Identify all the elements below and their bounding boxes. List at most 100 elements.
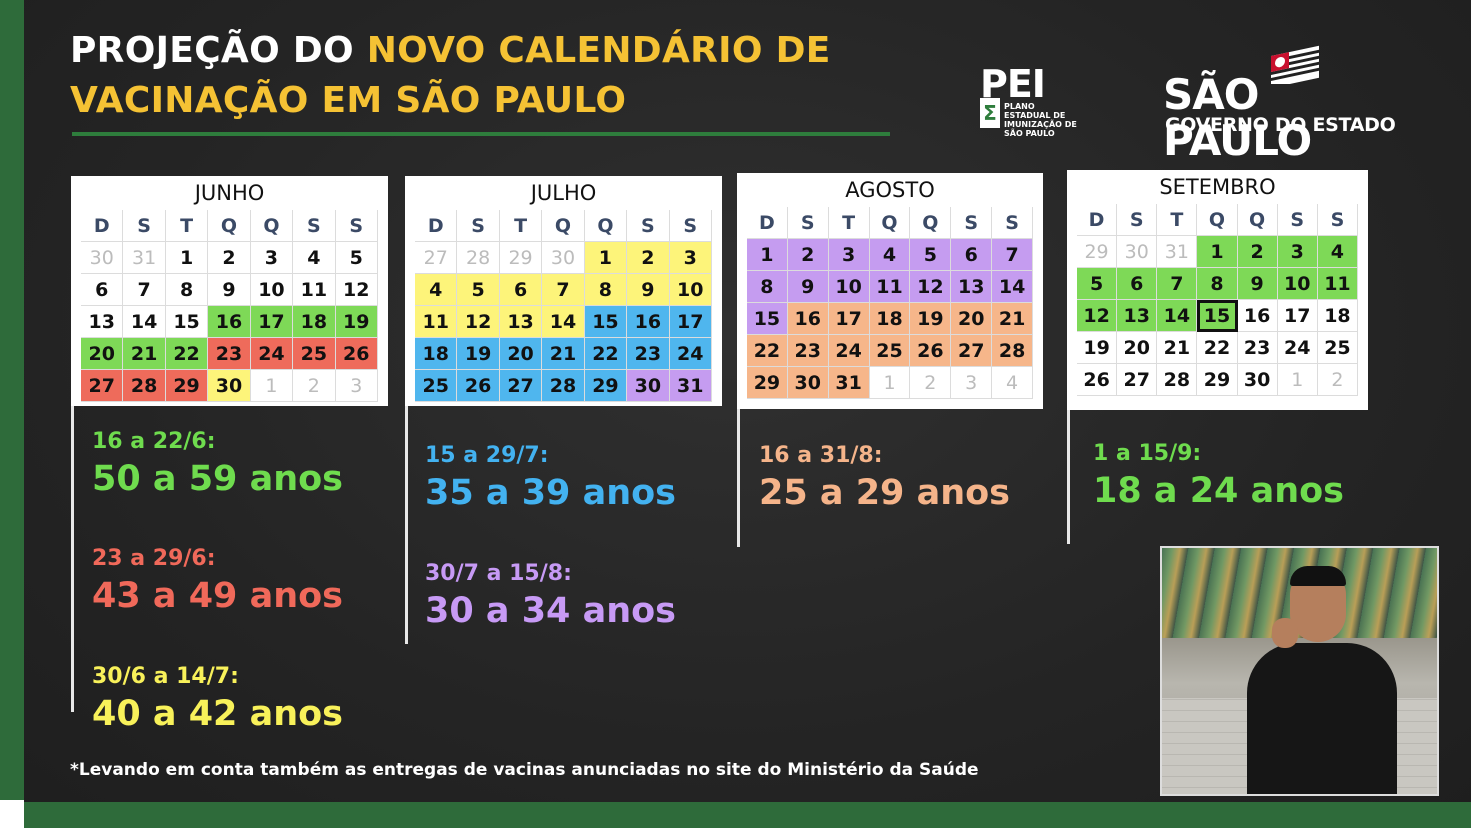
calendar-day: 18 bbox=[869, 303, 911, 335]
calendar-day: 11 bbox=[869, 271, 911, 303]
calendar-day: 8 bbox=[584, 274, 628, 306]
weekday-header: D bbox=[81, 210, 124, 242]
calendar-day: 21 bbox=[992, 303, 1033, 335]
calendar-day: 14 bbox=[123, 306, 166, 338]
calendar-grid: D S T Q Q S S 1 2 3 4 5 6 7 8 9 10 11 12 13 14 15 16 17 18 19 20 21… bbox=[747, 207, 1033, 399]
group-dates: 30/6 a 14/7: bbox=[92, 664, 239, 689]
weekday-header: S bbox=[293, 210, 336, 242]
calendar-day: 19 bbox=[1077, 332, 1118, 364]
calendar-day: 5 bbox=[1077, 268, 1118, 300]
page-title: PROJEÇÃO DO NOVO CALENDÁRIO DE VACINAÇÃO… bbox=[70, 26, 890, 126]
weekday-header: S bbox=[457, 210, 500, 242]
age-group-25-29: 16 a 31/8: 25 a 29 anos bbox=[759, 441, 1010, 515]
weekday-header: Q bbox=[542, 210, 585, 242]
calendar-day: 26 bbox=[457, 370, 500, 402]
calendar-day: 2 bbox=[293, 370, 336, 402]
calendar-day: 29 bbox=[499, 242, 543, 274]
calendar-day: 6 bbox=[81, 274, 124, 306]
title-line2-yellow: VACINAÇÃO EM SÃO PAULO bbox=[70, 80, 627, 121]
calendar-day: 29 bbox=[1077, 236, 1118, 268]
weekday-header: S bbox=[951, 207, 993, 239]
calendar-day: 11 bbox=[415, 306, 458, 338]
weekday-header: Q bbox=[584, 210, 628, 242]
weekday-header: S bbox=[1277, 204, 1318, 236]
calendar-day: 1 bbox=[165, 242, 209, 274]
calendar-day: 31 bbox=[123, 242, 166, 274]
calendar-day: 9 bbox=[627, 274, 670, 306]
calendar-day: 9 bbox=[1237, 268, 1278, 300]
group-dates: 30/7 a 15/8: bbox=[425, 561, 572, 586]
calendar-day: 10 bbox=[1277, 268, 1318, 300]
calendar-day: 3 bbox=[335, 370, 378, 402]
calendar-day: 26 bbox=[910, 335, 952, 367]
calendar-day: 17 bbox=[828, 303, 870, 335]
month-label: JULHO bbox=[530, 181, 597, 205]
calendar-day: 6 bbox=[1117, 268, 1158, 300]
calendar-day: 1 bbox=[1277, 364, 1318, 396]
calendar-day: 13 bbox=[1117, 300, 1158, 332]
weekday-header: S bbox=[992, 207, 1033, 239]
calendar-day: 31 bbox=[828, 367, 870, 399]
left-accent-bar bbox=[0, 0, 24, 800]
age-group-30-34: 30/7 a 15/8: 30 a 34 anos bbox=[425, 559, 676, 633]
calendar-day: 10 bbox=[250, 274, 294, 306]
group-ages: 50 a 59 anos bbox=[92, 459, 343, 499]
calendar-day: 15 bbox=[1197, 300, 1238, 332]
calendar-day: 30 bbox=[81, 242, 124, 274]
group-dates: 1 a 15/9: bbox=[1093, 441, 1202, 466]
calendar-day: 2 bbox=[787, 239, 829, 271]
divider-line-september bbox=[1067, 410, 1070, 544]
calendar-day: 2 bbox=[208, 242, 251, 274]
calendar-day: 1 bbox=[250, 370, 294, 402]
calendar-day: 14 bbox=[1157, 300, 1198, 332]
calendar-day: 4 bbox=[992, 367, 1033, 399]
age-group-18-24: 1 a 15/9: 18 a 24 anos bbox=[1093, 439, 1344, 513]
calendar-day: 4 bbox=[293, 242, 336, 274]
calendar-day: 4 bbox=[1317, 236, 1358, 268]
calendar-day: 25 bbox=[869, 335, 911, 367]
calendar-grid: D S T Q Q S S 27 28 29 30 1 2 3 4 5 6 7 8 9 10 11 12 13 14 15 16 17… bbox=[415, 210, 712, 402]
calendar-day: 27 bbox=[81, 370, 124, 402]
group-ages: 25 a 29 anos bbox=[759, 473, 1010, 513]
calendar-day: 10 bbox=[828, 271, 870, 303]
calendar-day: 30 bbox=[627, 370, 670, 402]
calendar-day: 16 bbox=[627, 306, 670, 338]
calendar-day: 7 bbox=[123, 274, 166, 306]
group-ages: 43 a 49 anos bbox=[92, 576, 343, 616]
group-ages: 35 a 39 anos bbox=[425, 473, 676, 513]
calendar-day: 5 bbox=[335, 242, 378, 274]
calendar-day: 11 bbox=[1317, 268, 1358, 300]
calendar-day: 26 bbox=[1077, 364, 1118, 396]
calendar-day: 24 bbox=[828, 335, 870, 367]
weekday-header: D bbox=[1077, 204, 1118, 236]
calendar-day: 20 bbox=[499, 338, 543, 370]
calendar-day: 21 bbox=[123, 338, 166, 370]
bottom-corner bbox=[0, 800, 24, 828]
group-dates: 16 a 22/6: bbox=[92, 429, 216, 454]
calendar-grid: D S T Q Q S S 29 30 31 1 2 3 4 5 6 7 8 9 10 11 12 13 14 15 16 17 18… bbox=[1077, 204, 1358, 396]
sao-paulo-logo: SÃO PAULO GOVERNO DO ESTADO bbox=[1163, 42, 1413, 164]
calendar-day: 31 bbox=[669, 370, 712, 402]
calendar-day: 2 bbox=[910, 367, 952, 399]
weekday-header: T bbox=[828, 207, 870, 239]
calendar-day: 16 bbox=[208, 306, 251, 338]
calendar-day: 30 bbox=[1117, 236, 1158, 268]
calendar-day: 18 bbox=[293, 306, 336, 338]
footnote: *Levando em conta também as entregas de … bbox=[70, 760, 979, 780]
calendar-day: 17 bbox=[669, 306, 712, 338]
calendar-day: 13 bbox=[81, 306, 124, 338]
calendar-day: 29 bbox=[584, 370, 628, 402]
calendar-day: 15 bbox=[584, 306, 628, 338]
group-ages: 30 a 34 anos bbox=[425, 591, 676, 631]
calendar-day: 12 bbox=[1077, 300, 1118, 332]
calendar-day: 22 bbox=[1197, 332, 1238, 364]
title-line1-yellow: NOVO CALENDÁRIO DE bbox=[366, 30, 831, 71]
calendar-day: 22 bbox=[747, 335, 788, 367]
calendar-day: 27 bbox=[1117, 364, 1158, 396]
pei-logo: PEI Σ PLANO ESTADUAL DE IMUNIZAÇÃO DE SÃ… bbox=[980, 62, 1080, 138]
sp-logo-name: SÃO PAULO bbox=[1163, 70, 1312, 165]
calendar-day: 18 bbox=[1317, 300, 1358, 332]
calendar-day: 7 bbox=[992, 239, 1033, 271]
calendar-day: 19 bbox=[457, 338, 500, 370]
calendar-day: 15 bbox=[165, 306, 209, 338]
